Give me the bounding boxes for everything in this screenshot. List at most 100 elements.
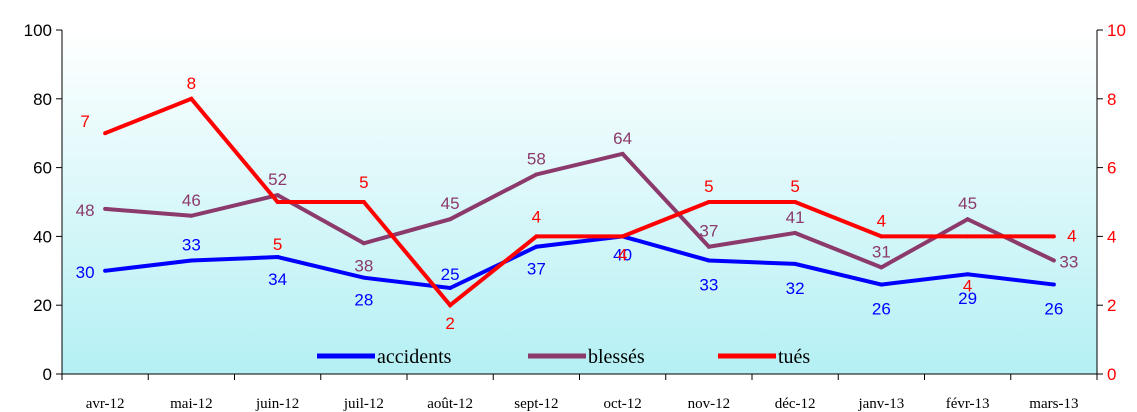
- data-label: 4: [963, 276, 972, 295]
- data-label: 64: [613, 129, 632, 148]
- data-label: 30: [76, 263, 95, 282]
- data-label: 4: [877, 211, 886, 230]
- data-label: 45: [958, 194, 977, 213]
- data-label: 48: [76, 201, 95, 220]
- series-layer: [103, 96, 1056, 308]
- x-tick-label: déc-12: [775, 396, 816, 412]
- data-label: 25: [441, 265, 460, 284]
- y-right-tick-label: 6: [1107, 159, 1116, 178]
- data-point: [1051, 234, 1056, 239]
- legend-label-0: accidents: [377, 346, 452, 368]
- data-point: [448, 286, 453, 290]
- y-left-tick-label: 60: [33, 159, 52, 178]
- data-label: 46: [182, 191, 201, 210]
- x-tick-label: janv-13: [857, 396, 904, 412]
- data-point: [448, 217, 453, 222]
- data-label: 41: [786, 208, 805, 227]
- x-tick-label: juil-12: [343, 396, 384, 412]
- data-label: 26: [1044, 300, 1063, 319]
- data-point: [103, 206, 108, 211]
- series-line-2: [104, 96, 1054, 308]
- data-label: 38: [354, 256, 373, 275]
- data-point: [1051, 282, 1056, 287]
- data-label: 33: [699, 275, 718, 294]
- data-point: [965, 272, 970, 277]
- data-label: 37: [699, 222, 718, 241]
- data-point: [189, 258, 194, 263]
- series-line-1: [104, 151, 1055, 270]
- data-point: [793, 261, 798, 266]
- data-label: 5: [359, 173, 368, 192]
- data-label: 8: [187, 74, 196, 93]
- data-point: [189, 213, 194, 218]
- data-point: [706, 258, 711, 263]
- data-point: [965, 217, 970, 222]
- data-point: [534, 172, 539, 177]
- data-label: 5: [790, 177, 799, 196]
- x-tick-label: nov-12: [688, 396, 731, 412]
- data-label: 4: [618, 245, 627, 264]
- data-point: [879, 265, 884, 270]
- x-tick-label: févr-13: [946, 396, 990, 412]
- data-point: [361, 241, 366, 246]
- x-tick-label: oct-12: [603, 396, 641, 412]
- data-point: [103, 131, 108, 136]
- data-label: 4: [532, 207, 541, 226]
- data-point: [706, 244, 711, 249]
- data-label: 34: [268, 270, 287, 289]
- data-label: 28: [354, 291, 373, 310]
- legend-label-1: blessés: [588, 346, 645, 368]
- data-point: [189, 96, 194, 101]
- data-label: 33: [182, 235, 201, 254]
- legend-label-2: tués: [778, 346, 810, 368]
- data-point: [534, 234, 539, 239]
- data-label: 26: [872, 300, 891, 319]
- y-right-tick-label: 0: [1107, 365, 1116, 384]
- data-label: 4: [1067, 226, 1076, 245]
- data-label: 32: [786, 279, 805, 298]
- data-label: 40: [613, 245, 632, 264]
- series-line-0: [104, 234, 1055, 291]
- x-tick-label: août-12: [427, 396, 473, 412]
- y-left-tick-label: 100: [24, 21, 52, 40]
- data-point: [965, 234, 970, 239]
- legend: accidents blessés tués: [317, 346, 810, 368]
- data-label: 58: [527, 149, 546, 168]
- y-left-tick-label: 80: [33, 90, 52, 109]
- y-right-tick-label: 10: [1107, 21, 1126, 40]
- y-left-tick-label: 0: [43, 365, 52, 384]
- y-left-tick-label: 20: [33, 296, 52, 315]
- data-point: [361, 275, 366, 280]
- data-label: 2: [445, 314, 454, 333]
- y-right-tick-label: 2: [1107, 296, 1116, 315]
- data-label: 29: [958, 289, 977, 308]
- data-label: 7: [80, 112, 89, 131]
- data-point: [1051, 258, 1056, 263]
- data-point: [620, 234, 625, 239]
- data-point: [361, 200, 366, 204]
- x-tick-label: juin-12: [255, 396, 299, 412]
- data-label: 31: [872, 242, 891, 261]
- data-point: [275, 200, 280, 204]
- data-label: 37: [527, 260, 546, 279]
- data-point: [275, 193, 280, 198]
- data-point: [620, 151, 625, 156]
- data-label: 45: [441, 194, 460, 213]
- data-label: 5: [704, 177, 713, 196]
- data-label: 33: [1059, 252, 1078, 271]
- x-tick-label: avr-12: [86, 396, 125, 412]
- data-label: 5: [273, 235, 282, 254]
- data-point: [275, 255, 280, 260]
- data-label: 52: [268, 170, 287, 189]
- y-right-tick-label: 4: [1107, 227, 1116, 246]
- x-tick-label: mars-13: [1029, 396, 1078, 412]
- y-left-tick-label: 40: [33, 227, 52, 246]
- data-point: [706, 200, 711, 204]
- y-right-tick-label: 8: [1107, 90, 1116, 109]
- data-point: [879, 282, 884, 287]
- plot-area: [62, 30, 1097, 374]
- x-tick-label: mai-12: [170, 396, 213, 412]
